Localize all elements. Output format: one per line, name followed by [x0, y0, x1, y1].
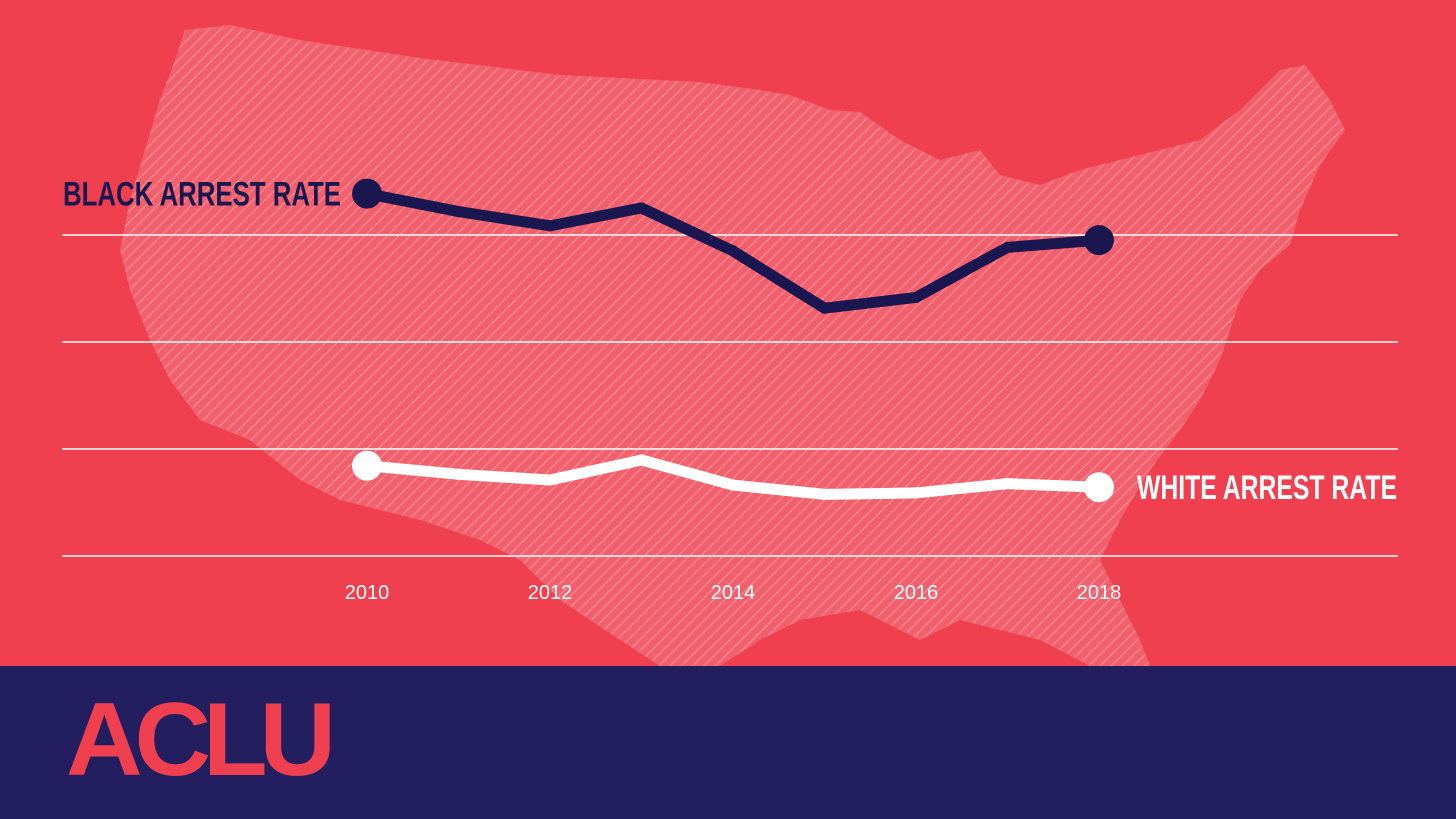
- x-tick-label: 2014: [711, 582, 756, 604]
- series-labels: BLACK ARREST RATE WHITE ARREST RATE: [63, 176, 1397, 508]
- x-tick-label: 2010: [345, 582, 390, 604]
- white-arrest-rate-point: [819, 488, 830, 500]
- white-arrest-rate-point: [544, 474, 556, 486]
- x-tick-label: 2016: [894, 582, 939, 604]
- black-arrest-rate-point: [910, 291, 922, 303]
- chart-area: 2010 2012 2014 2016 2018 BLACK ARREST RATE WH…: [62, 25, 1398, 666]
- white-arrest-rate-point: [1002, 478, 1013, 490]
- black-arrest-rate-point: [727, 245, 739, 257]
- black-arrest-rate-point: [636, 202, 647, 214]
- white-arrest-rate-point: [910, 487, 922, 499]
- x-tick-label: 2012: [528, 582, 573, 604]
- us-map-background: [120, 25, 1345, 666]
- black-arrest-rate-point: [544, 220, 556, 232]
- white-arrest-rate-point: [453, 468, 464, 480]
- x-tick-label: 2018: [1077, 582, 1122, 604]
- aclu-logo: ACLU: [66, 682, 336, 798]
- white-arrest-rate-point: [636, 454, 647, 466]
- white-arrest-rate-point: [727, 479, 739, 491]
- black-arrest-rate-point: [819, 302, 830, 314]
- line-chart: 2010 2012 2014 2016 2018 BLACK ARREST RATE WH…: [62, 25, 1398, 666]
- series-label-white-arrest-rate: WHITE ARREST RATE: [1137, 469, 1397, 507]
- black-arrest-rate-endpoint: [352, 178, 382, 209]
- gridlines: [62, 234, 1398, 557]
- x-axis-ticks: 2010 2012 2014 2016 2018: [345, 582, 1122, 604]
- series-label-black-arrest-rate: BLACK ARREST RATE: [63, 176, 341, 214]
- black-arrest-rate-point: [453, 206, 464, 218]
- white-arrest-rate-endpoint: [1084, 472, 1114, 503]
- black-arrest-rate-endpoint: [1084, 225, 1114, 256]
- white-arrest-rate-endpoint: [352, 450, 382, 481]
- black-arrest-rate-point: [1002, 241, 1013, 253]
- series-layer: [352, 178, 1114, 503]
- footer-bar: ACLU: [0, 666, 1456, 819]
